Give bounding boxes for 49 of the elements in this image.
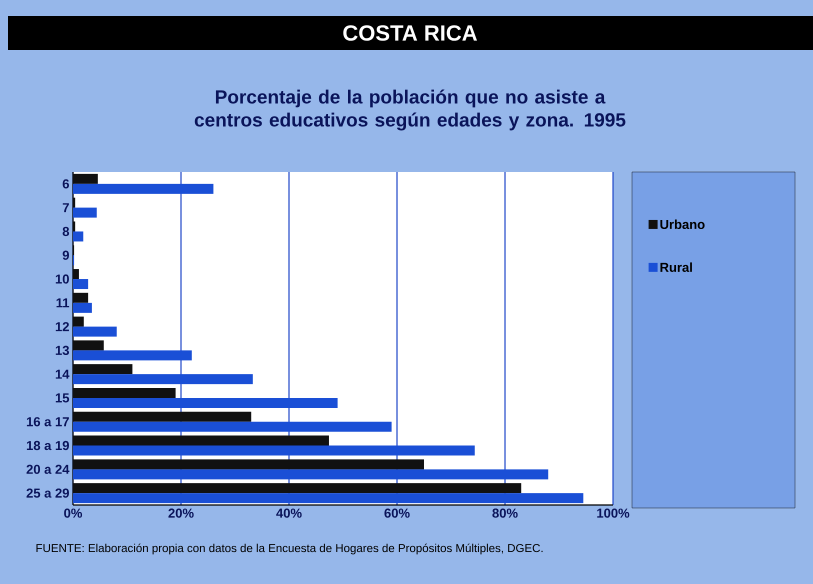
bar — [73, 231, 84, 242]
y-tick-label: 11 — [56, 298, 70, 308]
y-tick-label: 7 — [62, 203, 69, 212]
y-tick-label: 13 — [56, 346, 69, 355]
x-tick-label: 20% — [168, 508, 194, 518]
bar — [73, 388, 176, 398]
y-tick-label: 18 a 19 — [26, 440, 69, 450]
bar — [73, 398, 338, 408]
bar — [73, 340, 104, 350]
y-tick-label: 12 — [56, 322, 69, 332]
bar — [73, 208, 97, 218]
x-tick-label: 100% — [597, 508, 630, 518]
y-tick-label: 25 a 29 — [26, 488, 69, 498]
source-note: FUENTE: Elaboración propia con datos de la Encuesta de Hogares de Propósitos Múltiples, DGEC. — [36, 544, 543, 554]
y-tick-label: 10 — [56, 274, 69, 284]
y-tick-label: 8 — [62, 226, 70, 236]
bar — [73, 436, 329, 446]
bar — [73, 483, 522, 494]
bar — [73, 350, 192, 360]
y-tick-label: 9 — [62, 250, 69, 260]
legend-label: Urbano — [660, 219, 705, 230]
bar — [73, 269, 79, 280]
bar — [73, 316, 84, 327]
bar — [73, 493, 584, 504]
x-tick-label: 0% — [64, 508, 82, 518]
bar — [73, 459, 424, 470]
bar — [73, 422, 392, 432]
bar — [73, 446, 475, 456]
bar — [73, 184, 214, 194]
y-tick-label: 16 a 17 — [26, 417, 69, 426]
bar — [73, 374, 253, 384]
y-tick-label: 14 — [56, 370, 70, 379]
chart-title: COSTA RICA — [343, 25, 478, 41]
bar — [73, 326, 117, 337]
bar — [73, 412, 252, 422]
y-tick-label: 15 — [56, 393, 70, 402]
legend-label: Rural — [660, 262, 692, 272]
x-tick-label: 40% — [276, 508, 302, 518]
chart-subtitle: Porcentaje de la población que no asiste a centros educativos según edades y zona. 1995 — [194, 90, 626, 130]
x-tick-label: 80% — [492, 508, 518, 518]
bar — [73, 469, 548, 480]
bar — [73, 302, 92, 313]
y-tick-label: 20 a 24 — [26, 464, 70, 474]
y-tick-label: 6 — [62, 179, 69, 188]
x-tick-label: 60% — [384, 508, 410, 518]
bar — [73, 292, 88, 303]
bar — [73, 174, 98, 184]
bar — [73, 279, 88, 290]
bar — [73, 364, 132, 374]
